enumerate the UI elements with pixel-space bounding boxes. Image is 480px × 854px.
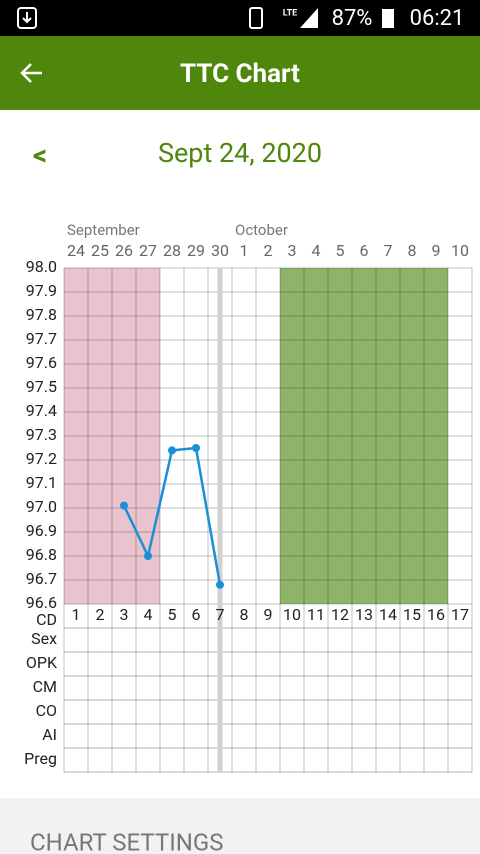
temperature-point xyxy=(192,444,200,452)
date-label: 28 xyxy=(163,241,181,260)
x-tick-label: 11 xyxy=(307,605,325,624)
y-tick-label: 96.8 xyxy=(26,545,57,564)
y-tick-label: 96.7 xyxy=(26,569,57,588)
temperature-point xyxy=(216,580,224,589)
date-label: 10 xyxy=(451,241,469,260)
x-tick-label: 3 xyxy=(120,605,129,624)
download-icon xyxy=(17,7,37,29)
x-axis-label: CD xyxy=(36,610,57,629)
row-label: Preg xyxy=(24,749,57,768)
date-label: 24 xyxy=(67,241,85,260)
clock: 06:21 xyxy=(410,6,465,31)
x-tick-label: 5 xyxy=(168,605,177,624)
date-label: 25 xyxy=(91,241,109,260)
y-tick-label: 97.8 xyxy=(26,305,57,324)
y-tick-label: 97.2 xyxy=(26,449,57,468)
x-tick-label: 10 xyxy=(283,605,301,624)
date-label: 29 xyxy=(187,241,205,260)
current-date: Sept 24, 2020 xyxy=(158,137,322,169)
row-label: CM xyxy=(33,677,57,696)
battery-level: 87% xyxy=(332,6,373,31)
date-label: 2 xyxy=(264,241,273,260)
y-tick-label: 97.1 xyxy=(26,473,57,492)
date-label: 8 xyxy=(408,241,417,260)
phase-band xyxy=(280,268,448,604)
date-label: 26 xyxy=(115,241,133,260)
x-tick-label: 16 xyxy=(427,605,445,624)
back-button[interactable] xyxy=(20,63,42,83)
row-label: CO xyxy=(36,701,57,720)
x-tick-label: 15 xyxy=(403,605,421,624)
y-tick-label: 97.6 xyxy=(26,353,57,372)
x-tick-label: 1 xyxy=(72,605,81,624)
chart: 96.6 96.7 96.8 96.9 97.0 97.1 97.2 97.3 97.4 97.5… xyxy=(24,221,473,773)
x-tick-label: 6 xyxy=(192,605,201,624)
x-tick-label: 13 xyxy=(355,605,373,624)
x-tick-label: 17 xyxy=(451,605,469,624)
y-tick-label: 96.6 xyxy=(26,593,57,612)
month-label: October xyxy=(235,221,288,239)
previous-date[interactable]: < xyxy=(33,138,47,171)
signal-icon xyxy=(300,8,318,28)
date-label: 5 xyxy=(336,241,345,260)
temperature-point xyxy=(144,552,152,560)
date-label: 7 xyxy=(384,241,393,260)
date-label: 1 xyxy=(240,241,249,260)
row-label: OPK xyxy=(26,653,58,672)
temperature-point xyxy=(120,501,128,510)
date-label: 30 xyxy=(211,241,229,260)
y-tick-label: 97.9 xyxy=(26,281,57,300)
date-label: 3 xyxy=(288,241,297,260)
x-tick-label: 4 xyxy=(144,605,153,624)
date-label: 9 xyxy=(432,241,441,260)
date-label: 4 xyxy=(312,241,321,260)
y-tick-label: 97.0 xyxy=(26,497,57,516)
date-label: 6 xyxy=(360,241,369,260)
app-title: TTC Chart xyxy=(180,59,300,89)
settings-title: CHART SETTINGS xyxy=(30,828,223,854)
x-tick-label: 9 xyxy=(264,605,273,624)
row-label: Sex xyxy=(31,629,57,648)
row-label: AI xyxy=(42,725,57,744)
battery-icon xyxy=(382,9,394,28)
y-tick-label: 98.0 xyxy=(26,257,57,276)
x-tick-label: 2 xyxy=(96,605,105,624)
y-tick-label: 96.9 xyxy=(26,521,57,540)
y-tick-label: 97.5 xyxy=(26,377,57,396)
x-tick-label: 12 xyxy=(331,605,349,624)
network-label: LTE xyxy=(283,8,298,18)
temperature-point xyxy=(168,446,176,455)
date-label: 27 xyxy=(139,241,157,260)
today-marker xyxy=(217,268,223,772)
vibrate-icon xyxy=(249,7,263,29)
month-label: September xyxy=(67,221,140,239)
x-tick-label: 7 xyxy=(216,605,225,624)
y-tick-label: 97.7 xyxy=(26,329,57,348)
y-tick-label: 97.4 xyxy=(26,401,57,420)
x-tick-label: 8 xyxy=(240,605,249,624)
x-tick-label: 14 xyxy=(379,605,397,624)
app-bar xyxy=(0,36,480,110)
settings-panel xyxy=(0,798,480,854)
download-arrow xyxy=(22,12,32,24)
y-tick-label: 97.3 xyxy=(26,425,57,444)
status-bar xyxy=(0,0,480,36)
